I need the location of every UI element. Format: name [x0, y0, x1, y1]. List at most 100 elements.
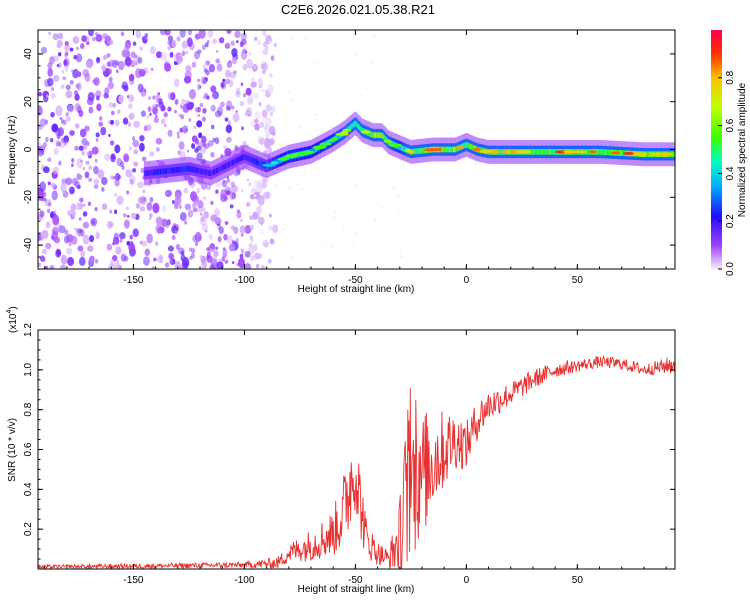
noise-speck — [196, 145, 202, 151]
noise-speck — [78, 217, 82, 221]
noise-speck — [137, 196, 145, 204]
noise-speck — [250, 239, 254, 243]
colorbar-tick-label: 0.4 — [725, 166, 736, 180]
noise-speck — [303, 171, 306, 175]
noise-speck — [173, 78, 180, 88]
noise-speck — [130, 51, 136, 59]
noise-speck — [159, 254, 163, 259]
noise-speck — [38, 142, 41, 147]
ridge-blob — [509, 150, 516, 154]
noise-speck — [186, 102, 194, 111]
noise-speck — [197, 83, 202, 90]
noise-speck — [97, 169, 105, 179]
noise-speck — [53, 210, 57, 214]
noise-speck — [165, 191, 169, 195]
noise-speck — [211, 257, 218, 264]
noise-speck — [51, 235, 55, 240]
noise-speck — [104, 153, 111, 161]
noise-speck — [95, 34, 103, 43]
noise-speck — [74, 123, 80, 129]
ridge-blob — [262, 163, 276, 167]
noise-speck — [270, 105, 276, 113]
snr-x-label: Height of straight line (km) — [298, 584, 415, 595]
noise-speck — [61, 70, 65, 74]
noise-speck — [65, 177, 73, 186]
ridge-blob — [393, 144, 400, 148]
noise-speck — [225, 124, 232, 134]
noise-speck — [188, 117, 192, 122]
noise-speck — [228, 79, 234, 88]
noise-speck — [238, 257, 246, 269]
noise-speck — [116, 69, 119, 74]
noise-speck — [262, 89, 265, 93]
noise-speck — [214, 217, 222, 225]
noise-speck — [96, 103, 102, 112]
noise-speck — [39, 210, 45, 218]
ridge-blob — [360, 130, 371, 134]
noise-speck — [240, 82, 244, 87]
noise-speck — [397, 195, 400, 198]
noise-speck — [224, 259, 229, 264]
noise-speck — [260, 63, 266, 70]
noise-speck — [173, 60, 178, 66]
noise-speck — [91, 36, 96, 42]
ridge-blob — [649, 152, 659, 156]
noise-speck — [79, 197, 84, 203]
noise-speck — [258, 89, 262, 93]
snr-panel: -150 -100 -50 0 50 0.2 0.4 0.6 0.8 1.0 1.2 Height … — [6, 306, 676, 595]
noise-speck — [304, 37, 308, 41]
noise-speck — [220, 80, 227, 90]
noise-speck — [116, 157, 123, 167]
noise-speck — [98, 121, 104, 127]
noise-speck — [48, 31, 51, 35]
noise-speck — [167, 35, 174, 43]
noise-speck — [239, 253, 244, 259]
noise-speck — [38, 124, 44, 131]
noise-speck — [80, 43, 85, 50]
noise-speck — [257, 40, 261, 46]
noise-speck — [123, 213, 127, 218]
noise-speck — [138, 142, 145, 152]
noise-speck — [235, 237, 239, 243]
noise-speck — [38, 233, 42, 242]
noise-speck — [176, 131, 180, 135]
noise-speck — [114, 144, 121, 154]
noise-speck — [224, 117, 229, 122]
noise-speck — [221, 180, 228, 188]
ridge-blob — [302, 150, 315, 155]
noise-speck — [247, 95, 254, 105]
noise-speck — [89, 255, 95, 263]
noise-speck — [226, 60, 233, 69]
noise-speck — [167, 45, 172, 51]
colorbar-tick-label: 0.0 — [725, 262, 736, 276]
noise-speck — [109, 209, 112, 214]
noise-speck — [116, 195, 124, 205]
spectrogram-y-tick-label: -20 — [23, 190, 34, 205]
noise-speck — [47, 157, 52, 163]
noise-speck — [202, 142, 206, 148]
noise-speck — [109, 258, 116, 267]
noise-speck — [64, 44, 71, 52]
noise-speck — [311, 198, 314, 202]
noise-speck — [52, 166, 59, 175]
noise-speck — [129, 174, 136, 185]
noise-speck — [249, 215, 254, 221]
ridge-blob — [270, 161, 279, 165]
noise-speck — [108, 221, 114, 228]
noise-speck — [38, 262, 41, 268]
noise-speck — [350, 243, 354, 246]
noise-speck — [297, 183, 300, 186]
noise-speck — [180, 114, 185, 120]
noise-speck — [248, 182, 252, 187]
noise-speck — [194, 107, 199, 113]
noise-speck — [104, 40, 108, 44]
noise-speck — [174, 99, 179, 105]
noise-speck — [373, 34, 376, 38]
noise-speck — [227, 136, 232, 143]
noise-speck — [220, 82, 225, 88]
noise-speck — [161, 204, 167, 213]
noise-speck — [244, 250, 251, 258]
noise-speck — [155, 137, 163, 145]
noise-speck — [234, 173, 238, 177]
noise-speck — [390, 73, 394, 77]
